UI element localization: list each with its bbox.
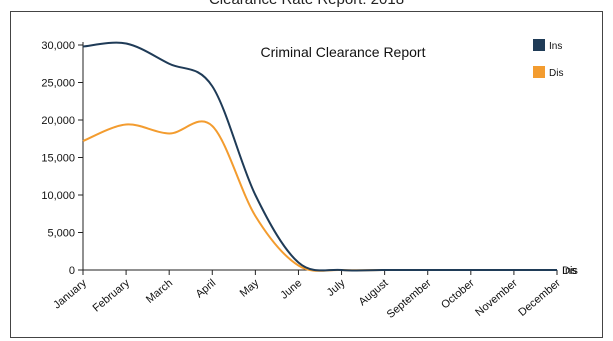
legend-swatch [533, 39, 545, 51]
x-tick-label: May [238, 277, 262, 300]
data-point [82, 140, 84, 142]
data-point [255, 215, 257, 217]
x-tick-label: December [516, 277, 563, 319]
x-tick-label: April [194, 277, 219, 300]
page-title: Clearance Rate Report: 2018 [0, 0, 613, 8]
y-tick-label: 20,000 [41, 115, 75, 127]
x-tick-label: November [473, 277, 520, 319]
x-tick-label: February [91, 277, 133, 315]
x-tick-label: September [385, 277, 434, 321]
series-line-ins [82, 41, 557, 272]
x-tick-label: June [278, 277, 304, 302]
data-point [470, 269, 472, 271]
x-tick-label: January [51, 277, 89, 312]
data-point [82, 46, 84, 48]
legend-label: Dis [549, 68, 563, 79]
series-end-label: Dis [562, 265, 578, 277]
series-end-label: Ins [562, 265, 577, 277]
x-tick-label: October [439, 277, 477, 312]
x-tick-label: July [325, 277, 348, 299]
data-point [168, 63, 170, 65]
chart-frame [10, 11, 603, 338]
data-point [298, 262, 300, 264]
data-point [556, 269, 558, 271]
x-tick-label: August [357, 277, 391, 308]
y-tick-label: 10,000 [41, 190, 75, 202]
data-point [211, 125, 213, 127]
legend-label: Ins [549, 41, 562, 52]
y-tick-label: 25,000 [41, 78, 75, 90]
series-line-dis [82, 120, 557, 272]
x-tick-label: March [144, 277, 175, 306]
data-point [125, 124, 127, 126]
y-tick-label: 15,000 [41, 153, 75, 165]
data-point [341, 269, 343, 271]
data-point [384, 269, 386, 271]
y-tick-label: 0 [69, 265, 75, 277]
data-point [125, 43, 127, 45]
data-point [211, 85, 213, 87]
data-point [298, 265, 300, 267]
data-point [168, 133, 170, 135]
y-tick-label: 30,000 [41, 40, 75, 52]
legend: Ins Dis [533, 39, 563, 79]
data-point [255, 194, 257, 196]
chart-title: Criminal Clearance Report [261, 44, 426, 60]
legend-swatch [533, 66, 545, 78]
data-point [427, 269, 429, 271]
series-lines [82, 41, 558, 272]
y-tick-label: 5,000 [47, 228, 75, 240]
data-point [513, 269, 515, 271]
axes: 0 5,000 10,000 15,000 20,000 25,000 30,000 Janu… [41, 40, 578, 321]
